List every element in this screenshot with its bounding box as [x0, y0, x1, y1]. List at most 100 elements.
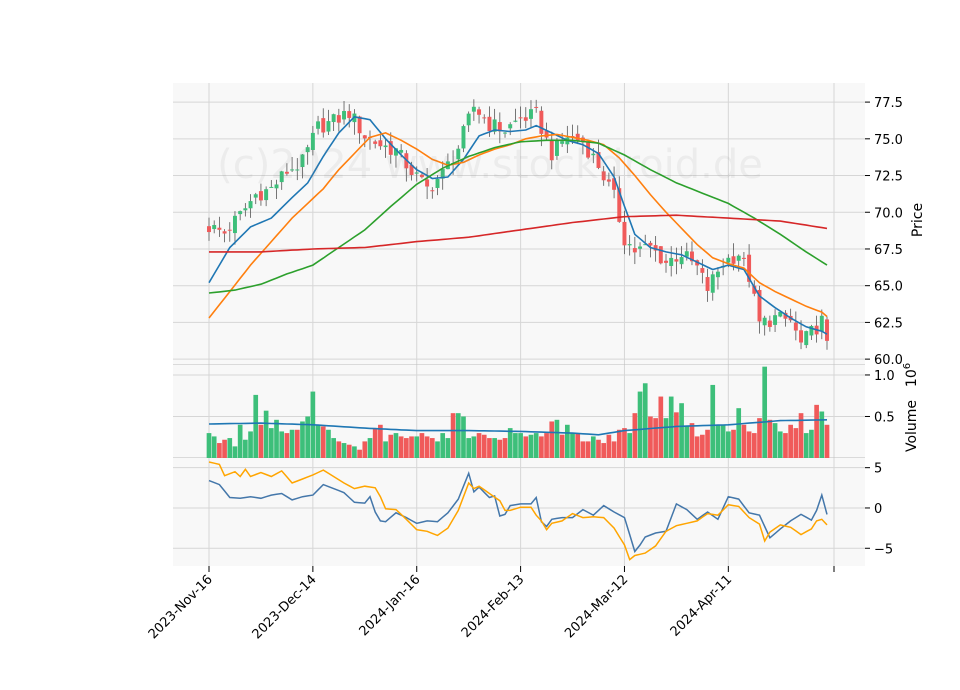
candle-up: [399, 149, 404, 153]
volume-bar: [476, 433, 482, 458]
volume-bar: [793, 428, 799, 458]
candle-up: [393, 148, 398, 156]
volume-bar: [798, 413, 804, 458]
candle-up: [560, 141, 565, 144]
watermark-text: (c)2024 www.stockdroid.de: [217, 142, 763, 188]
volume-bar: [700, 434, 705, 458]
volume-bar: [824, 424, 830, 458]
volume-bar: [523, 436, 529, 458]
volume-bar: [627, 433, 632, 458]
volume-bar: [819, 411, 825, 458]
candle-up: [591, 153, 596, 156]
candle-down: [477, 109, 482, 115]
volume-bar: [559, 434, 565, 458]
volume-bar: [487, 438, 492, 458]
candle-up: [809, 325, 814, 336]
volume-bar: [736, 408, 742, 458]
candle-up: [435, 178, 440, 188]
volume-bar: [611, 441, 617, 458]
candle-down: [549, 140, 554, 161]
candle-down: [362, 135, 367, 139]
candle-down: [752, 285, 757, 294]
volume-bar: [731, 429, 736, 458]
candle-up: [342, 111, 346, 120]
volume-bar: [331, 438, 336, 458]
volume-bar: [803, 433, 809, 458]
volume-bar: [481, 434, 487, 458]
candle-down: [419, 174, 424, 178]
volume-bar: [294, 429, 300, 458]
volume-bar: [445, 438, 451, 458]
candle-down: [622, 221, 627, 246]
volume-bar: [232, 446, 238, 458]
candle-down: [534, 106, 539, 108]
volume-bar: [518, 433, 523, 458]
volume-bar: [694, 436, 700, 458]
volume-bar: [248, 431, 253, 458]
candle-down: [222, 231, 227, 234]
volume-bar: [393, 433, 399, 458]
volume-bar: [357, 449, 362, 458]
volume-bar: [367, 438, 373, 458]
volume-bar: [268, 428, 274, 458]
volume-bar: [809, 429, 814, 458]
volume-bar: [424, 436, 430, 458]
volume-bar: [772, 423, 778, 458]
candle-down: [757, 289, 762, 322]
candle-up: [627, 244, 632, 246]
candle-down: [284, 171, 289, 174]
volume-bar: [596, 439, 601, 458]
volume-bar: [289, 429, 295, 458]
candle-down: [731, 256, 736, 264]
price-ytick-label: 65.0: [874, 280, 903, 295]
candle-up: [290, 169, 295, 171]
volume-bar: [253, 394, 259, 458]
volume-panel: 0.5 1.0: [173, 365, 895, 459]
volume-bar: [601, 443, 607, 458]
candle-down: [606, 179, 611, 182]
candle-down: [258, 191, 263, 201]
ma-line-sma-200: [209, 214, 828, 253]
candle-down: [767, 320, 772, 327]
volume-bar: [243, 439, 248, 458]
candle-down: [617, 188, 622, 222]
volume-bar: [570, 433, 575, 458]
volume-bar: [404, 438, 409, 458]
candle-down: [648, 242, 653, 246]
volume-ytick-label: 0.5: [874, 410, 895, 425]
volume-ytick-label: 1.0: [874, 369, 895, 384]
volume-bar: [383, 441, 388, 458]
candle-up: [253, 194, 258, 198]
candle-up: [492, 119, 497, 132]
x-tick-label: 2023-Nov-16: [146, 572, 216, 642]
volume-bar: [674, 412, 679, 458]
volume-bar: [513, 433, 518, 458]
candle-down: [497, 122, 502, 132]
volume-bar: [450, 413, 456, 458]
x-axis: 2023-Nov-16 2023-Dec-14 2024-Jan-16 2024-Fe…: [146, 566, 835, 642]
volume-bar: [544, 433, 549, 458]
volume-bar: [814, 404, 819, 458]
volume-bar: [419, 433, 425, 458]
volume-bar: [746, 431, 752, 458]
candle-down: [741, 257, 746, 259]
candle-up: [310, 132, 315, 150]
volume-bar: [575, 433, 581, 458]
volume-bar: [320, 426, 326, 458]
candle-up: [513, 120, 518, 122]
candle-up: [295, 169, 300, 171]
candle-down: [388, 141, 393, 155]
candle-down: [487, 116, 492, 131]
volume-bar: [435, 441, 440, 458]
candle-down: [347, 111, 352, 118]
candle-down: [575, 133, 580, 141]
candle-up: [715, 271, 720, 278]
volume-bar: [549, 421, 555, 458]
volume-bar: [528, 434, 534, 458]
volume-bar: [533, 433, 539, 458]
candle-up: [212, 225, 217, 230]
x-tick-label: 2024-Feb-13: [459, 572, 528, 641]
volume-bar: [284, 433, 290, 458]
price-axis-label: Price: [910, 203, 926, 237]
volume-bar: [227, 438, 233, 458]
